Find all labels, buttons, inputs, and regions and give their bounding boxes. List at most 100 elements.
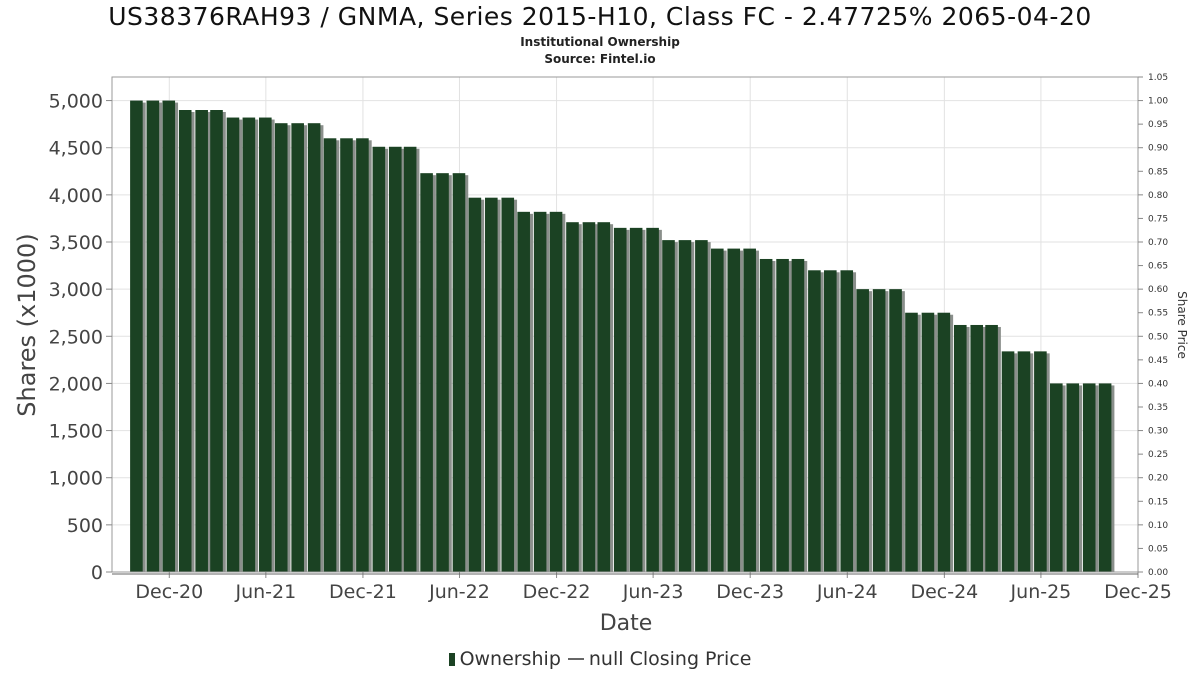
y-tick-label: 0 [91,562,103,584]
bars-layer [130,100,1115,573]
ownership-bar [711,248,724,572]
ownership-bar [274,123,288,572]
ownership-bar [970,324,984,572]
ownership-bar [403,146,417,572]
ownership-bar [695,240,708,572]
ownership-bar [1001,351,1015,572]
ownership-bar [210,110,223,572]
ownership-bar [566,222,579,572]
ownership-bar [727,248,741,572]
ownership-bar [808,270,821,572]
ownership-bar [549,211,563,573]
ownership-bar [162,100,176,573]
ownership-bar [840,270,854,572]
ownership-bar [485,197,498,572]
y2-tick-label: 0.50 [1148,332,1168,342]
y2-tick-label: 0.60 [1148,285,1168,295]
ownership-bar [420,173,433,572]
legend-ownership-label: Ownership [459,648,561,670]
ownership-bar [937,312,951,572]
y2-tick-label: 1.00 [1148,97,1168,107]
ownership-bar [1098,383,1112,572]
ownership-bar [629,227,643,572]
ownership-bar [985,324,998,572]
x-tick-label: Dec-23 [716,581,784,603]
x-tick-label: Jun-21 [234,581,296,603]
legend-price-line [567,658,584,660]
ownership-bar [291,123,304,572]
y2-tick-label: 0.90 [1148,144,1168,154]
y2-tick-label: 0.55 [1148,309,1168,319]
ownership-bar [146,100,160,573]
ownership-bar [743,248,756,572]
ownership-bar [872,289,886,572]
chart-subtitle-source: Source: Fintel.io [544,52,656,66]
y-axis-title: Shares (x1000) [13,233,41,416]
ownership-bar [1082,383,1096,572]
ownership-bar [776,258,789,572]
y2-tick-label: 0.80 [1148,191,1168,201]
x-axis-title: Date [600,611,653,636]
y-tick-label: 4,500 [49,138,103,160]
legend-ownership-swatch [448,653,455,666]
y-tick-label: 2,000 [49,373,103,395]
y2-tick-label: 0.95 [1148,120,1168,130]
bottom-axis: Dec-20 Jun-21 Dec-21 Jun-22 Dec-22 Jun-23 Dec-… [112,572,1172,603]
ownership-bar [905,312,918,572]
y2-tick-label: 1.05 [1148,73,1168,83]
ownership-bar [791,258,805,572]
x-tick-label: Jun-22 [428,581,490,603]
ownership-bar [889,289,902,572]
y2-tick-label: 0.70 [1148,238,1168,248]
ownership-bar [953,324,967,572]
y-tick-label: 4,000 [49,185,103,207]
ownership-bar [130,100,143,573]
ownership-bar [1034,351,1047,572]
x-tick-label: Jun-23 [622,581,684,603]
y2-tick-label: 0.20 [1148,474,1168,484]
chart-subtitle-ownership: Institutional Ownership [520,35,680,49]
y2-tick-label: 0.35 [1148,403,1168,413]
ownership-bar [226,117,240,573]
ownership-bar [662,240,675,572]
ownership-bar [533,211,547,573]
x-tick-label: Dec-20 [135,581,203,603]
ownership-bar [178,110,192,572]
ownership-bar [388,146,402,572]
y-tick-label: 5,000 [49,91,103,113]
y2-axis-title: Share Price [1175,291,1189,359]
ownership-bar [1066,383,1080,572]
y2-tick-label: 0.85 [1148,167,1168,177]
ownership-bar [468,197,482,572]
right-axis: 0.00 0.05 0.10 0.15 0.20 0.25 0.30 0.35 0.40 0.45… [1138,73,1168,578]
ownership-bar [242,117,256,573]
ownership-bar [582,222,596,572]
ownership-bar [646,227,659,572]
ownership-bar [678,240,692,572]
legend-price-label: null Closing Price [588,648,752,670]
y2-tick-label: 0.00 [1148,568,1168,578]
y2-tick-label: 0.45 [1148,356,1168,366]
ownership-bar [613,227,627,572]
ownership-bar [921,312,935,572]
ownership-bar [517,211,530,573]
ownership-bar [597,222,611,572]
ownership-bar [372,146,386,572]
y2-tick-label: 0.30 [1148,427,1168,437]
left-axis: 0 500 1,000 1,500 2,000 2,500 3,000 3,500 4,000 4… [49,91,112,584]
y2-tick-label: 0.05 [1148,544,1168,554]
x-tick-label: Jun-24 [816,581,878,603]
ownership-bar [501,197,515,572]
ownership-bar [340,138,353,573]
y-tick-label: 1,500 [49,421,103,443]
plot-frame [111,76,1139,573]
chart-title: US38376RAH93 / GNMA, Series 2015-H10, Cl… [108,2,1092,31]
y2-tick-label: 0.65 [1148,262,1168,272]
ownership-bar [856,289,869,572]
x-tick-label: Dec-22 [523,581,591,603]
ownership-bar [356,138,369,573]
y-tick-label: 2,500 [49,326,103,348]
ownership-bar [1050,383,1063,572]
y2-tick-label: 0.10 [1148,521,1168,531]
